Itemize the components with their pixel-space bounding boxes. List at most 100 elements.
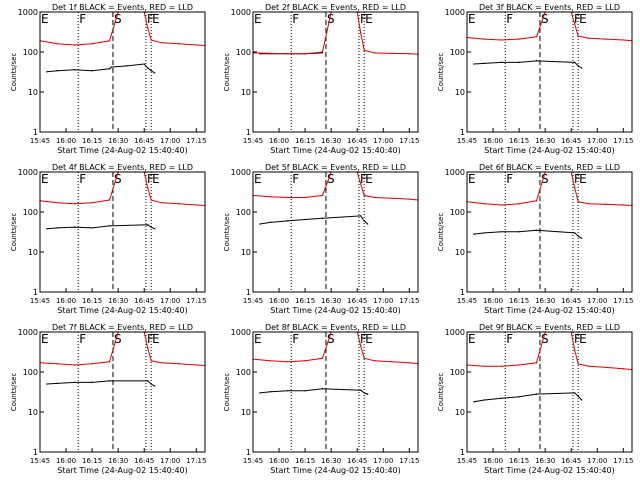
- marker-label-e: E: [579, 12, 587, 26]
- x-tick-label: 16:15: [295, 137, 315, 145]
- point-lld: [74, 203, 76, 205]
- marker-label-e: E: [254, 12, 262, 26]
- plot-frame: [39, 171, 206, 293]
- marker-label-s: S: [114, 12, 122, 26]
- y-axis-label: Counts/sec: [437, 373, 445, 412]
- point-events: [56, 70, 59, 72]
- series-events: [46, 63, 155, 74]
- point-events: [359, 389, 362, 391]
- marker-label-e: E: [468, 172, 476, 186]
- marker-label-e: E: [365, 12, 373, 26]
- point-lld: [160, 42, 163, 44]
- point-lld: [269, 196, 272, 198]
- x-tick-label: 16:30: [535, 457, 555, 465]
- point-lld: [178, 43, 180, 45]
- point-lld: [501, 365, 503, 367]
- point-lld: [91, 363, 93, 365]
- marker-label-e: E: [468, 332, 476, 346]
- x-tick-label: 16:30: [321, 297, 341, 305]
- x-tick-label: 16:00: [269, 137, 289, 145]
- x-axis-label: Start Time (24-Aug-02 15:40:40): [57, 146, 188, 155]
- x-tick-label: 16:30: [535, 297, 555, 305]
- point-events: [363, 392, 365, 394]
- y-tick-label: 1: [246, 128, 251, 137]
- y-tick-label: 100: [450, 208, 465, 217]
- point-lld: [501, 39, 503, 41]
- plot-frame: [466, 171, 633, 293]
- plot-frame: [466, 11, 633, 133]
- point-events: [46, 71, 48, 73]
- marker-label-e: E: [254, 332, 262, 346]
- panel-title: Det 8f BLACK = Events, RED = LLD: [265, 323, 406, 332]
- x-tick-label: 17:15: [613, 457, 633, 465]
- plot-frame: [252, 171, 419, 293]
- marker-label-e: E: [468, 12, 476, 26]
- point-events: [580, 67, 583, 69]
- marker-label-f: F: [147, 332, 154, 346]
- point-events: [287, 220, 289, 222]
- x-tick-label: 16:30: [108, 457, 128, 465]
- point-events: [146, 67, 149, 69]
- y-tick-label: 1000: [445, 168, 465, 177]
- y-axis-label: Counts/sec: [223, 373, 231, 412]
- point-events: [577, 395, 579, 397]
- point-events: [91, 381, 93, 384]
- point-events: [91, 70, 93, 72]
- series-lld: [466, 331, 633, 371]
- panel-title: Det 6f BLACK = Events, RED = LLD: [479, 163, 620, 172]
- x-tick-label: 17:15: [399, 457, 419, 465]
- point-lld: [391, 361, 393, 363]
- x-tick-label: 17:00: [587, 297, 607, 305]
- point-lld: [535, 362, 538, 364]
- point-lld: [408, 53, 411, 55]
- point-lld: [373, 52, 376, 54]
- x-tick-label: 16:15: [82, 297, 102, 305]
- marker-label-s: S: [327, 172, 335, 186]
- point-lld: [622, 368, 625, 370]
- marker-label-s: S: [327, 12, 335, 26]
- x-tick-label: 17:00: [373, 137, 393, 145]
- point-events: [56, 382, 59, 385]
- panel-title: Det 2f BLACK = Events, RED = LLD: [265, 3, 406, 12]
- point-events: [573, 61, 576, 64]
- x-tick-label: 15:45: [243, 137, 263, 145]
- point-lld: [195, 204, 198, 206]
- x-tick-label: 17:15: [186, 137, 206, 145]
- y-tick-label: 1: [33, 128, 38, 137]
- x-axis-label: Start Time (24-Aug-02 15:40:40): [484, 306, 615, 315]
- panel-title: Det 9f BLACK = Events, RED = LLD: [479, 323, 620, 332]
- point-events: [108, 68, 111, 70]
- x-tick-label: 16:45: [347, 297, 367, 305]
- x-tick-label: 17:00: [160, 457, 180, 465]
- x-tick-label: 16:00: [269, 297, 289, 305]
- point-lld: [321, 51, 324, 53]
- y-tick-label: 1000: [18, 168, 38, 177]
- point-lld: [56, 202, 59, 204]
- point-events: [150, 226, 152, 228]
- point-events: [501, 61, 503, 64]
- series-lld: [466, 171, 633, 206]
- point-events: [74, 381, 76, 384]
- x-tick-label: 15:45: [457, 297, 477, 305]
- marker-label-e: E: [152, 12, 160, 26]
- x-axis-label: Start Time (24-Aug-02 15:40:40): [270, 306, 401, 315]
- series-lld: [252, 11, 419, 55]
- series-lld: [466, 11, 633, 42]
- point-lld: [160, 362, 163, 364]
- x-tick-label: 16:15: [295, 457, 315, 465]
- point-lld: [587, 365, 590, 367]
- y-tick-label: 100: [23, 208, 38, 217]
- point-events: [535, 393, 538, 395]
- x-tick-label: 16:00: [56, 297, 76, 305]
- plot-frame: [252, 331, 419, 453]
- x-tick-label: 15:45: [457, 457, 477, 465]
- point-lld: [359, 32, 362, 34]
- panel-title: Det 4f BLACK = Events, RED = LLD: [52, 163, 193, 172]
- x-tick-label: 15:45: [30, 457, 50, 465]
- point-events: [473, 401, 475, 403]
- x-tick-label: 16:30: [321, 457, 341, 465]
- point-events: [304, 390, 306, 392]
